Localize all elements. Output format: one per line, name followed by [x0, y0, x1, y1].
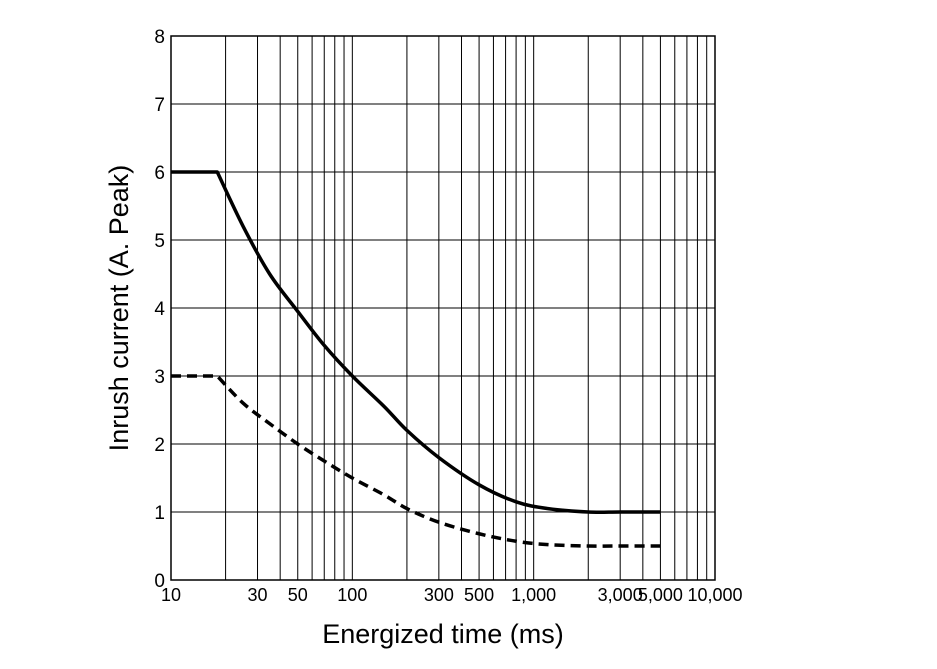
x-tick-label: 10 — [161, 585, 181, 605]
dashed-series-line — [171, 374, 661, 548]
grid — [171, 36, 715, 580]
y-tick-label: 6 — [154, 163, 165, 184]
plot-frame — [170, 35, 716, 581]
x-tick-label: 1,000 — [511, 585, 556, 605]
y-axis-label: Inrush current (A. Peak) — [104, 165, 134, 452]
y-tick-label: 4 — [154, 299, 165, 320]
x-tick-label: 300 — [424, 585, 454, 605]
y-tick-label: 1 — [154, 503, 165, 524]
x-tick-label: 10,000 — [687, 585, 742, 605]
x-tick-label: 30 — [248, 585, 268, 605]
series-group — [171, 170, 661, 548]
y-tick-label: 7 — [154, 95, 165, 116]
y-tick-label: 5 — [154, 231, 165, 252]
x-tick-label: 50 — [288, 585, 308, 605]
y-tick-label: 2 — [154, 435, 165, 456]
y-tick-label: 0 — [154, 571, 165, 592]
x-axis-label: Energized time (ms) — [322, 619, 564, 649]
x-tick-label: 3,000 — [598, 585, 643, 605]
y-tick-labels: 0 1 2 3 4 5 6 7 8 — [154, 27, 165, 592]
x-tick-label: 100 — [337, 585, 367, 605]
solid-series-line — [171, 170, 661, 514]
x-tick-label: 5,000 — [638, 585, 683, 605]
x-tick-label: 500 — [464, 585, 494, 605]
y-tick-label: 3 — [154, 367, 165, 388]
y-tick-label: 8 — [154, 27, 165, 48]
